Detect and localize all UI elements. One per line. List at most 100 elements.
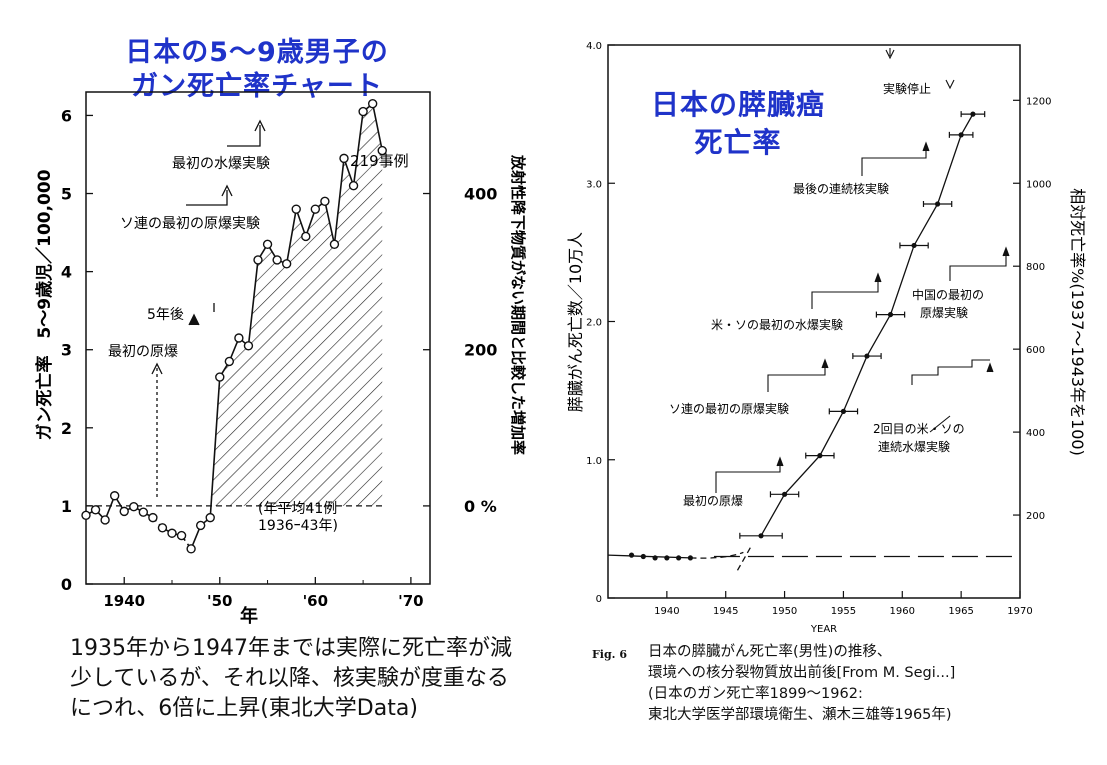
left-chart-title: 日本の5～9歳男子の ガン死亡率チャート	[92, 36, 422, 104]
left-caption-line-1: 1935年から1947年までは実際に死亡率が減	[70, 636, 512, 661]
right-data-point	[935, 201, 941, 207]
left-data-point	[176, 530, 187, 541]
right-y2-axis-label: 相対死亡率%(1937～1943年を100)	[1068, 188, 1087, 456]
left-data-point	[262, 239, 273, 249]
left-x-axis: 1940 '50 '60 '70	[103, 577, 424, 610]
right-annotation-second-series-line1: 2回目の米・ソの	[873, 422, 965, 436]
left-y2-tick-label: 200	[464, 341, 497, 360]
right-data-point	[817, 453, 823, 459]
right-data-point	[758, 533, 764, 539]
left-data-point	[348, 181, 359, 191]
right-data-point	[911, 242, 917, 249]
left-data-point	[310, 204, 321, 214]
right-annotation-first-hbomb: 米・ソの最初の水爆実験	[711, 317, 843, 332]
left-data-point	[291, 204, 301, 214]
right-x-tick-label: 1970	[1007, 606, 1032, 617]
right-y2-tick-label: 1000	[1026, 179, 1051, 190]
left-data-point	[81, 510, 91, 520]
left-y-axis-label: ガン死亡率 5～9歳児／100,000	[34, 169, 55, 440]
left-data-point	[186, 544, 196, 554]
left-data-point	[272, 255, 282, 265]
right-y2-tick-label: 200	[1026, 511, 1045, 522]
left-y-tick-label: 6	[61, 106, 72, 125]
left-y-axis: 0 1 2 3 4 5 6	[61, 106, 93, 594]
right-caption-fig-label: Fig. 6	[592, 648, 627, 661]
left-annotation-arrows	[151, 119, 266, 500]
left-data-points	[81, 99, 387, 554]
left-annotation-219-cases: 219事例	[350, 152, 409, 170]
right-x-tick-label: 1940	[654, 606, 679, 617]
left-data-point	[358, 106, 368, 117]
left-data-point	[119, 506, 129, 517]
right-y2-tick-label: 800	[1026, 262, 1045, 273]
right-chart-title: 日本の膵臓癌 死亡率	[638, 86, 838, 162]
right-dashed-connector	[690, 545, 753, 571]
right-data-point	[781, 491, 788, 497]
left-y-tick-label: 5	[61, 185, 72, 204]
left-x-tick-label: 1940	[103, 592, 145, 610]
left-data-point	[367, 99, 378, 109]
left-chart: 1940 '50 '60 '70 0 1 2 3 4 5 6 0 % 200 400 最初の原爆 5年…	[61, 91, 497, 627]
right-x-tick-label: 1945	[713, 606, 738, 617]
left-y2-tick-label: 0 %	[464, 497, 497, 516]
right-y-axis: 0 1.0 2.0 3.0 4.0	[586, 41, 615, 605]
left-data-point	[320, 196, 330, 207]
left-x-tick-label: '70	[398, 592, 423, 610]
right-data-point	[887, 311, 894, 318]
left-x-tick-label: '50	[207, 592, 232, 610]
right-y2-axis: 200 400 600 800 1000 1200	[1013, 96, 1051, 522]
right-data-point	[864, 353, 870, 359]
right-data-point	[958, 132, 964, 138]
right-data-point	[970, 111, 976, 117]
left-data-point	[205, 512, 215, 523]
left-caption: 1935年から1947年までは実際に死亡率が減 少しているが、それ以降、核実験が…	[70, 634, 560, 724]
left-data-point	[377, 145, 387, 156]
right-annotation-last-series: 最後の連続核実験	[793, 181, 889, 196]
right-y-tick-label: 0	[596, 594, 602, 605]
left-data-point	[281, 259, 292, 269]
right-y-tick-label: 2.0	[586, 318, 602, 329]
left-data-point	[253, 255, 263, 265]
left-title-line-2: ガン死亡率チャート	[131, 71, 383, 102]
right-annotation-first-abomb: 最初の原爆	[683, 494, 743, 508]
left-y-tick-label: 1	[61, 497, 72, 516]
left-annotation-soviet-abomb: ソ連の最初の原爆実験	[120, 215, 260, 232]
right-data-point	[628, 552, 635, 558]
left-x-tick-label: '60	[303, 592, 328, 610]
right-x-tick-label: 1950	[772, 606, 797, 617]
right-x-tick-label: 1965	[948, 606, 973, 617]
left-caption-line-3: につれ、6倍に上昇(東北大学Data)	[70, 696, 418, 721]
left-data-point	[138, 507, 149, 517]
left-data-point	[339, 153, 349, 164]
right-caption-line-1: 日本の膵臓がん死亡率(男性)の推移、	[648, 644, 892, 660]
left-annotation-first-hbomb: 最初の水爆実験	[172, 155, 270, 172]
left-x-axis-label: 年	[240, 605, 258, 627]
right-caption-line-2: 環境への核分裂物質放出前後[From M. Segi...]	[648, 665, 956, 681]
left-data-point	[109, 491, 120, 501]
left-title-line-1: 日本の5～9歳男子の	[125, 37, 389, 68]
left-data-point	[243, 341, 254, 351]
right-annotation-arrows	[715, 48, 1010, 493]
right-x-axis-label: YEAR	[810, 624, 837, 635]
left-annotation-years-range: 1936ｰ43年)	[258, 518, 338, 534]
right-x-tick-label: 1960	[890, 606, 915, 617]
right-data-point	[676, 555, 682, 561]
right-y-tick-label: 4.0	[586, 41, 602, 52]
left-data-point	[234, 333, 244, 343]
left-annotation-5-years-later: 5年後	[147, 307, 184, 323]
left-data-point	[129, 501, 139, 512]
left-data-point	[100, 515, 110, 525]
left-y2-tick-label: 400	[464, 185, 497, 204]
left-data-point	[167, 528, 177, 538]
left-plot-frame	[85, 91, 431, 585]
left-y-tick-label: 0	[61, 575, 72, 594]
right-data-points	[607, 111, 986, 561]
left-data-point	[215, 372, 225, 382]
left-data-point	[224, 356, 235, 367]
right-x-axis: 1940 1945 1950 1955 1960 1965 1970	[654, 591, 1033, 617]
left-y-tick-label: 2	[61, 419, 72, 438]
right-data-point	[687, 555, 694, 561]
left-data-point	[301, 231, 311, 242]
right-x-tick-label: 1955	[831, 606, 856, 617]
